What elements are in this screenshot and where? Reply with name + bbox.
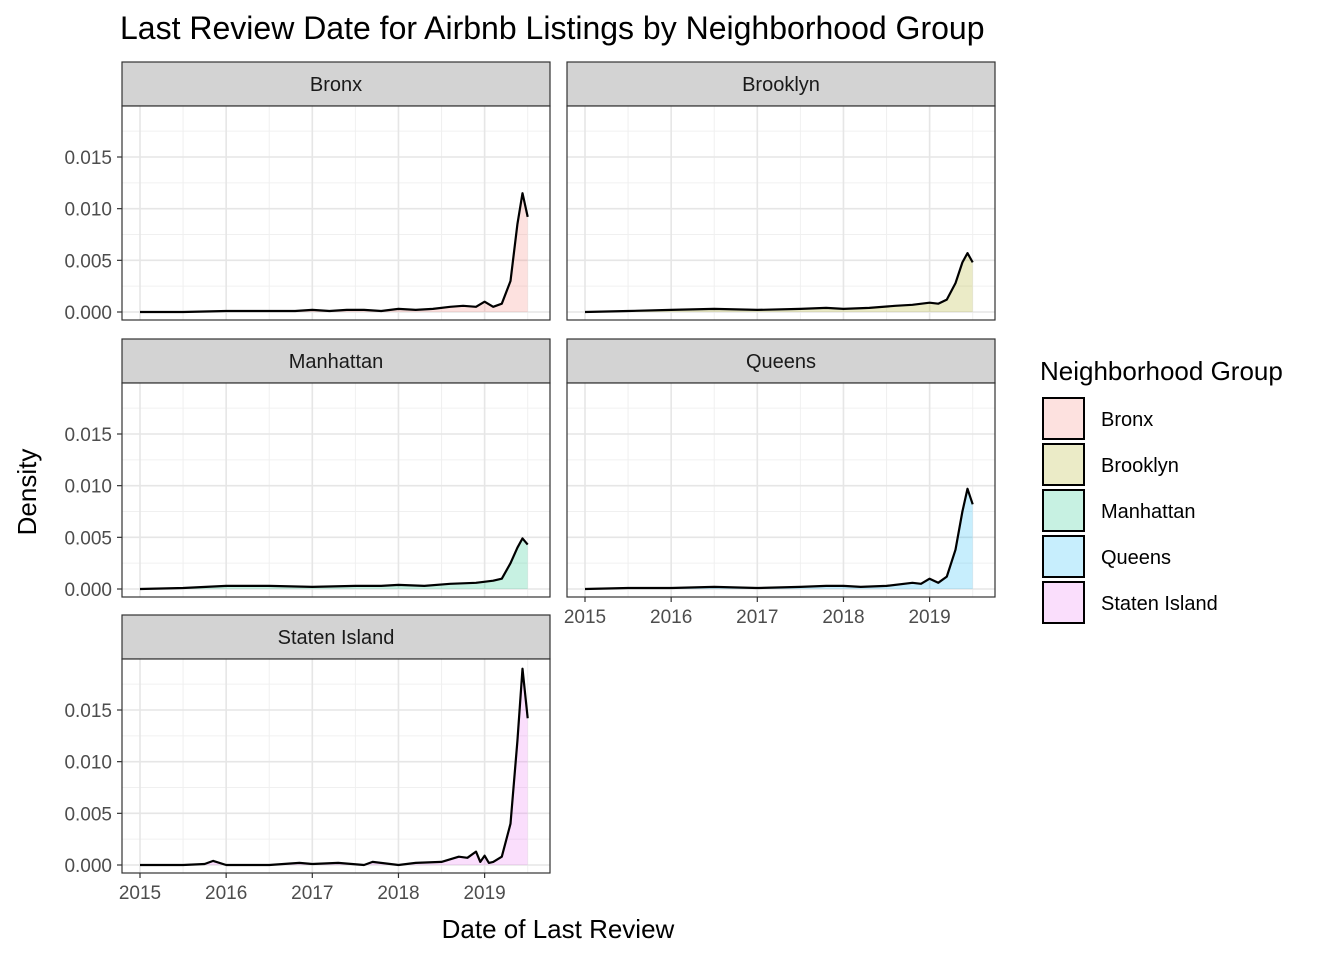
x-tick-label: 2019 <box>908 607 950 628</box>
x-tick-label: 2015 <box>564 607 606 628</box>
strip-brooklyn <box>566 61 996 107</box>
density-line-staten-island <box>140 667 529 867</box>
chart-title: Last Review Date for Airbnb Listings by … <box>120 10 984 46</box>
x-tick-label: 2016 <box>650 607 692 628</box>
plot-area-staten-island: 0.000 0.005 0.010 0.015 2015 2016 2017 2018 2019 <box>64 658 551 904</box>
y-tick-label: 0.010 <box>64 477 112 498</box>
plot-background <box>122 383 550 597</box>
legend-key-bronx <box>1042 397 1085 440</box>
plot-background <box>567 106 995 320</box>
x-tick-label: 2016 <box>205 883 247 904</box>
legend-key-brooklyn <box>1042 443 1085 486</box>
y-axis-label: Density <box>12 449 42 536</box>
x-tick-label: 2017 <box>291 883 333 904</box>
y-tick-label: 0.005 <box>64 804 112 825</box>
strip-manhattan <box>121 338 551 384</box>
x-tick-label: 2015 <box>119 883 161 904</box>
legend-key-manhattan <box>1042 489 1085 532</box>
plot-area-manhattan: 0.000 0.005 0.010 0.015 <box>64 382 551 601</box>
strip-label-bronx: Bronx <box>310 74 362 96</box>
panels-layer: Bronx 0.000 0.005 0.010 0.015 Brooklyn Manhatt… <box>64 61 996 904</box>
legend-label-brooklyn: Brooklyn <box>1101 455 1179 477</box>
plot-background <box>122 659 550 873</box>
legend-label-staten-island: Staten Island <box>1101 593 1218 615</box>
panel-queens: Queens 2015 2016 2017 2018 2019 <box>564 338 996 628</box>
y-tick-label: 0.010 <box>64 753 112 774</box>
y-tick-label: 0.000 <box>64 580 112 601</box>
y-tick-label: 0.005 <box>64 528 112 549</box>
panel-staten-island: Staten Island 0.000 0.005 0.010 0.015 2015 201… <box>64 614 551 904</box>
x-tick-label: 2018 <box>377 883 419 904</box>
panel-border <box>121 658 551 874</box>
legend-title: Neighborhood Group <box>1040 356 1283 386</box>
x-tick-label: 2019 <box>463 883 505 904</box>
density-area-manhattan <box>140 538 528 589</box>
strip-bronx <box>121 61 551 107</box>
y-tick-label: 0.010 <box>64 200 112 221</box>
legend: Neighborhood Group Bronx Brooklyn Manhatta… <box>1040 356 1283 624</box>
plot-background <box>122 106 550 320</box>
x-tick-label: 2017 <box>736 607 778 628</box>
legend-key-bg-brooklyn <box>1043 444 1084 485</box>
density-line-queens <box>584 487 974 591</box>
legend-label-queens: Queens <box>1101 547 1171 569</box>
y-tick-label: 0.000 <box>64 303 112 324</box>
legend-key-bg-bronx <box>1043 398 1084 439</box>
strip-staten-island <box>121 614 551 660</box>
panel-border <box>566 382 996 598</box>
strip-label-manhattan: Manhattan <box>289 351 384 373</box>
density-line-brooklyn <box>584 252 974 314</box>
y-tick-label: 0.015 <box>64 148 112 169</box>
legend-label-bronx: Bronx <box>1101 409 1153 431</box>
y-tick-label: 0.015 <box>64 701 112 722</box>
legend-key-queens <box>1042 535 1085 578</box>
strip-label-staten-island: Staten Island <box>278 627 395 649</box>
x-axis-label: Date of Last Review <box>442 914 675 944</box>
panel-bronx: Bronx 0.000 0.005 0.010 0.015 <box>64 61 551 324</box>
density-area-brooklyn <box>585 253 973 312</box>
y-tick-label: 0.005 <box>64 251 112 272</box>
plot-area-bronx: 0.000 0.005 0.010 0.015 <box>64 105 551 324</box>
legend-key-bg-manhattan <box>1043 490 1084 531</box>
legend-key-staten-island <box>1042 581 1085 624</box>
y-tick-label: 0.000 <box>64 856 112 877</box>
density-line-manhattan <box>139 537 529 591</box>
legend-key-bg-staten-island <box>1043 582 1084 623</box>
density-line-bronx <box>140 192 529 314</box>
legend-key-bg-queens <box>1043 536 1084 577</box>
strip-queens <box>566 338 996 384</box>
panel-border <box>566 105 996 321</box>
plot-area-brooklyn <box>566 105 996 321</box>
strip-label-brooklyn: Brooklyn <box>742 74 820 96</box>
plot-area-queens: 2015 2016 2017 2018 2019 <box>564 382 996 628</box>
panel-border <box>121 382 551 598</box>
plot-background <box>567 383 995 597</box>
panel-border <box>121 105 551 321</box>
panel-brooklyn: Brooklyn <box>566 61 996 321</box>
panel-manhattan: Manhattan 0.000 0.005 0.010 0.015 <box>64 338 551 601</box>
strip-label-queens: Queens <box>746 351 816 373</box>
legend-label-manhattan: Manhattan <box>1101 501 1196 523</box>
x-tick-label: 2018 <box>822 607 864 628</box>
y-tick-label: 0.015 <box>64 425 112 446</box>
